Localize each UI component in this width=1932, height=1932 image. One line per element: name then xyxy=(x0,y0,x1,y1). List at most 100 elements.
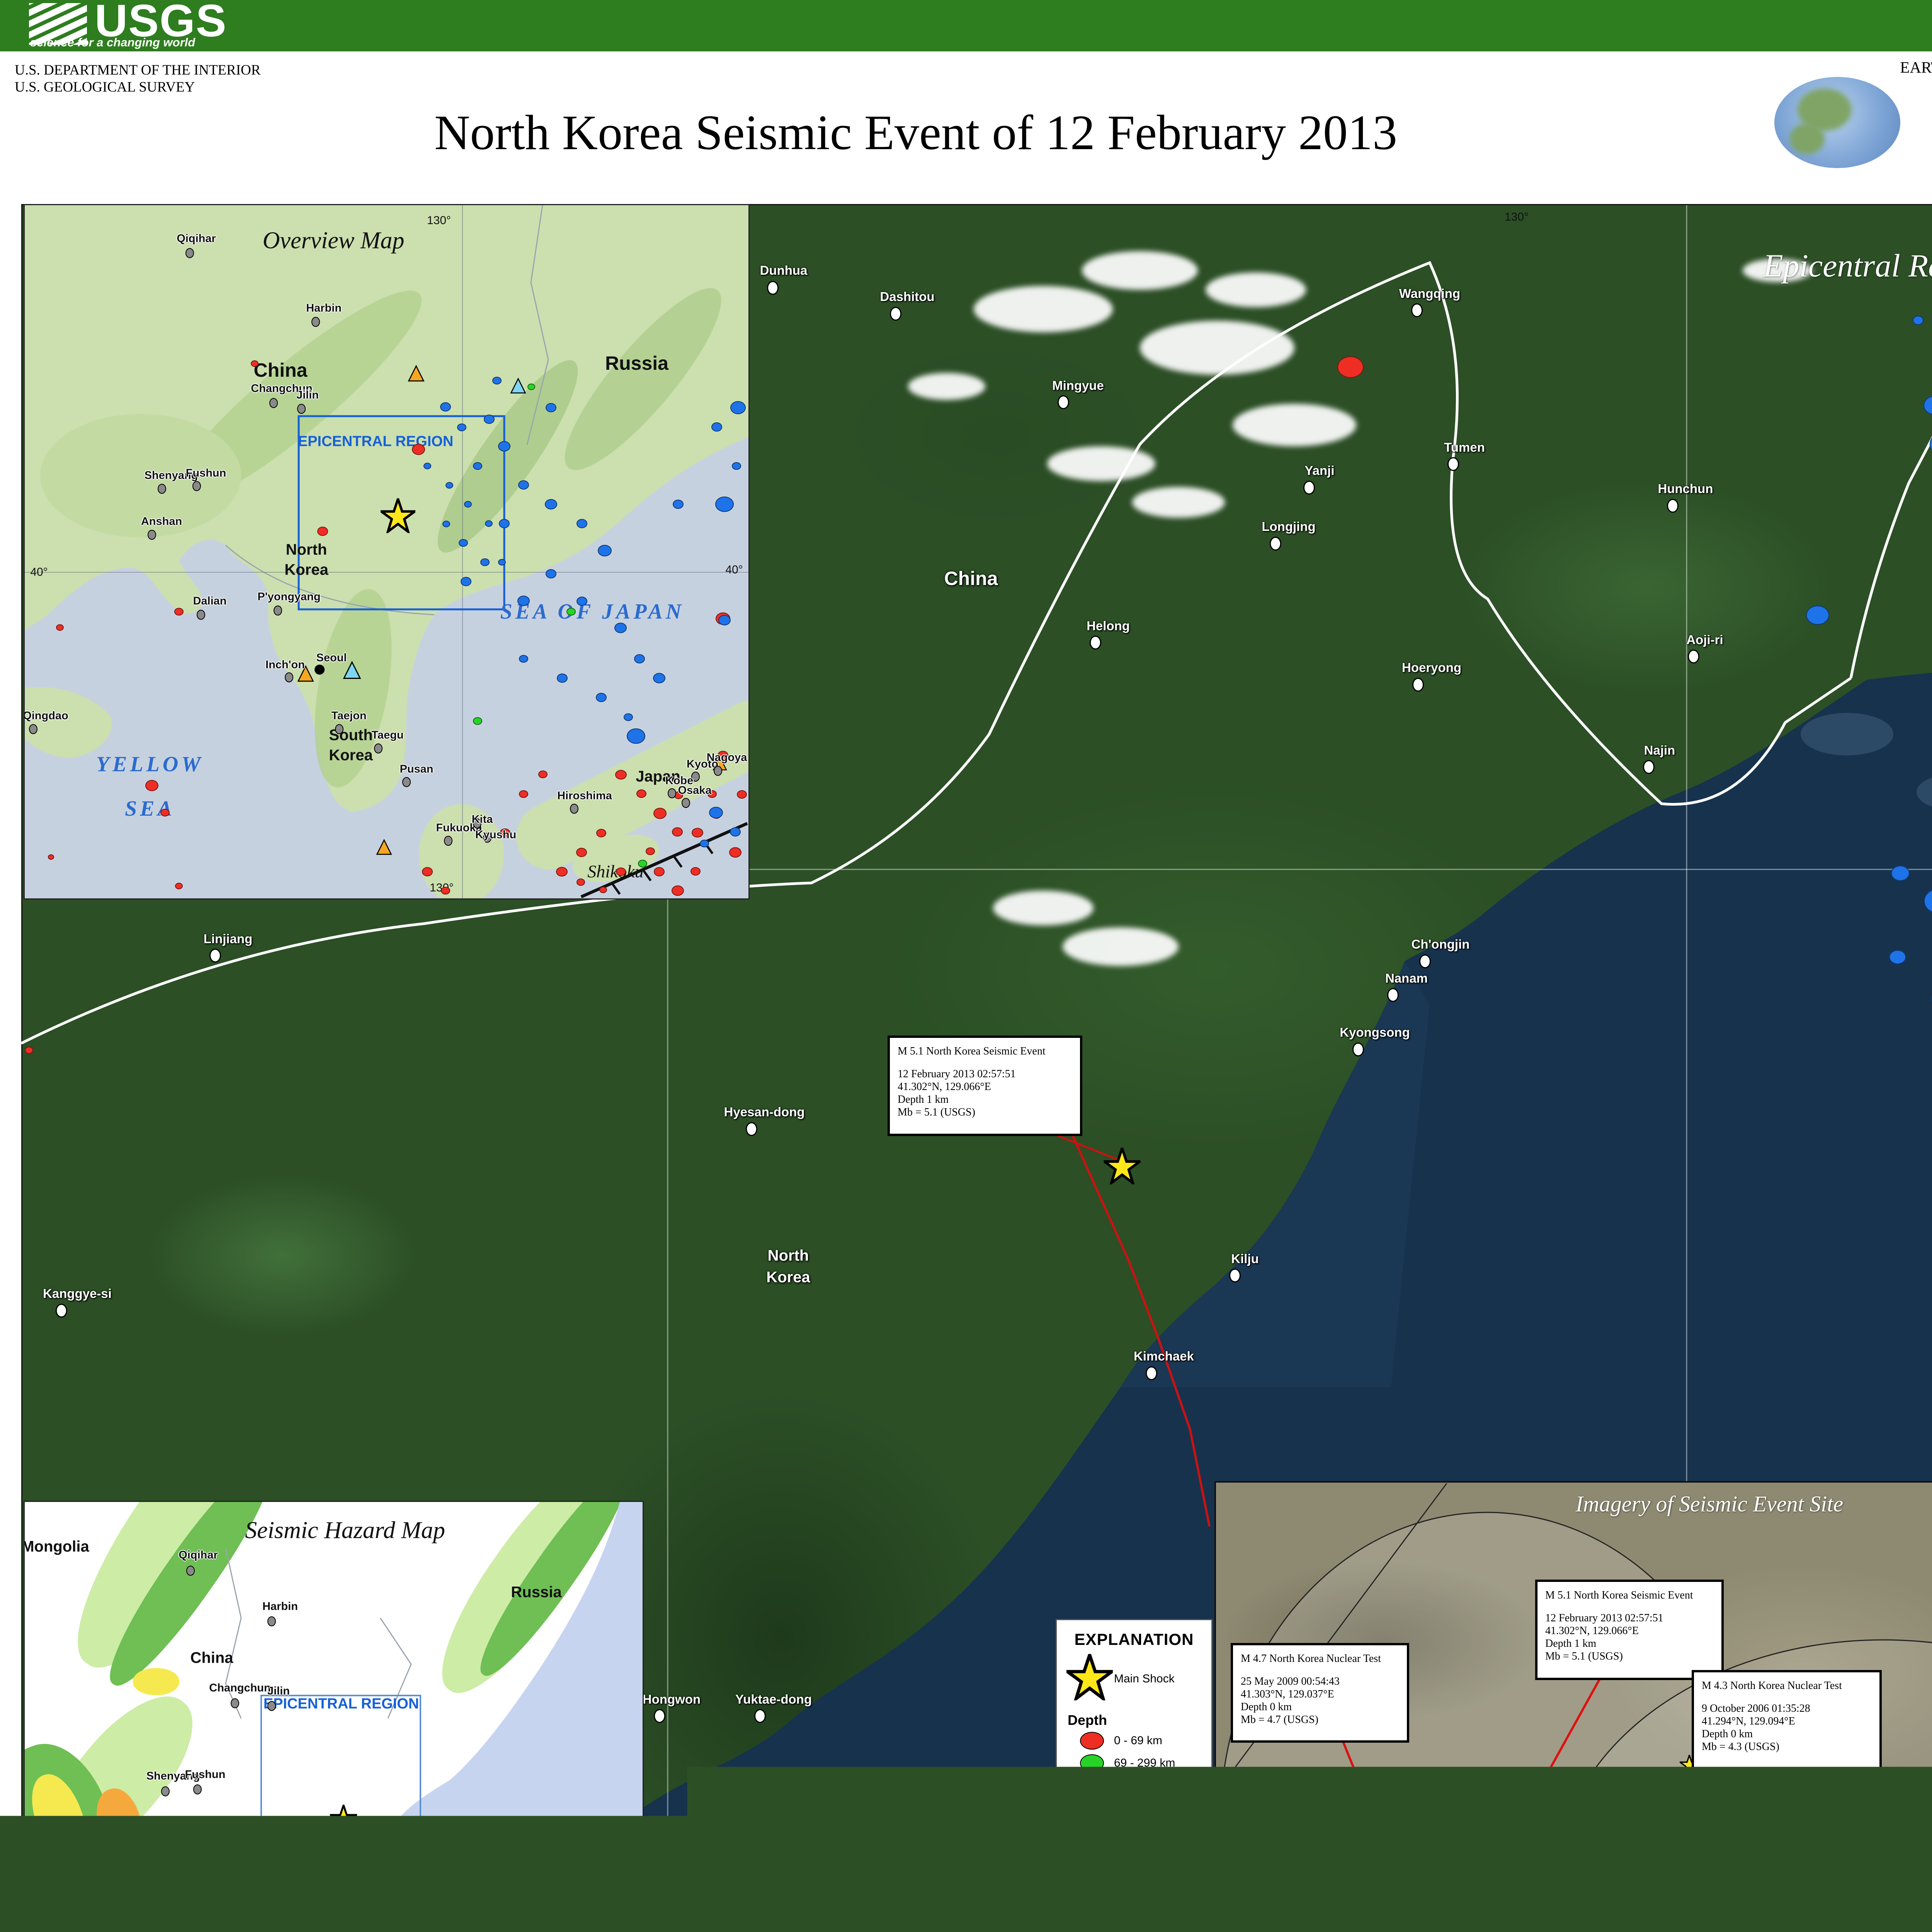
quake-dot-green xyxy=(473,717,482,725)
callout-line: 41.294°N, 129.094°E xyxy=(1702,1715,1872,1728)
map-label: EPICENTRAL REGION xyxy=(264,1696,419,1713)
quake-dot-blue xyxy=(730,401,746,414)
callout-line: Depth 1 km xyxy=(898,1093,1072,1106)
quake-dot-red xyxy=(412,444,425,455)
city-dot xyxy=(1419,954,1431,968)
city-label: P'yongyang xyxy=(217,1884,280,1897)
callout-line: 41.302°N, 129.066°E xyxy=(1545,1624,1714,1637)
city-dot xyxy=(267,1616,276,1626)
city-dot xyxy=(235,1900,243,1910)
city-label: Jilin xyxy=(267,1685,290,1698)
quake-dot-blue xyxy=(499,519,510,528)
quake-dot-blue xyxy=(577,519,587,528)
map-label: North xyxy=(286,541,327,559)
legend-title: EXPLANATION xyxy=(1057,1630,1211,1649)
quake-dot-red xyxy=(729,847,742,858)
city-dot xyxy=(1411,303,1423,317)
quake-dot-blue xyxy=(517,596,530,606)
city-label: Osaka xyxy=(678,784,711,797)
city-dot xyxy=(29,724,37,734)
event-callout-box: M 4.3 North Korea Nuclear Test 9 October … xyxy=(1692,1670,1882,1773)
map-label: Overview Map xyxy=(263,227,405,255)
mag-1-icon xyxy=(1087,1824,1097,1834)
map-label: China xyxy=(190,1650,233,1667)
quake-dot-blue xyxy=(634,654,645,663)
city-label: Hyesan-dong xyxy=(724,1105,804,1119)
city-dot xyxy=(1447,457,1459,471)
callout-line: Depth 0 km xyxy=(1241,1701,1399,1713)
city-dot xyxy=(161,1786,170,1796)
quake-dot-red xyxy=(56,624,64,631)
city-dot xyxy=(374,743,383,753)
quake-dot-blue xyxy=(461,577,471,586)
mag-3-label: 6.5 - 7.5 xyxy=(1114,1870,1156,1883)
quake-dot-green xyxy=(527,384,535,390)
hazard-band xyxy=(392,1879,616,1932)
city-label: P'yongyang xyxy=(257,591,320,604)
depth-shallow-label: 0 - 69 km xyxy=(1114,1734,1162,1747)
map-label: Russia xyxy=(511,1584,561,1601)
station-triangle-orange xyxy=(407,365,425,384)
quake-dot-blue xyxy=(485,520,493,527)
poster: USGS science for a changing world U.S. D… xyxy=(0,0,1932,1932)
city-dot xyxy=(682,798,690,808)
city-label: Ch'ongjin xyxy=(1412,937,1470,952)
city-dot xyxy=(186,1566,195,1576)
city-label: Hoeryong xyxy=(1402,660,1461,675)
depth-mid-icon xyxy=(1080,1754,1104,1772)
quake-dot-blue xyxy=(498,559,506,566)
city-dot xyxy=(193,1784,202,1794)
city-dot xyxy=(1146,1366,1157,1380)
quake-dot-blue xyxy=(700,840,709,847)
quake-dot-blue xyxy=(596,693,607,702)
station-triangle-orange xyxy=(376,839,393,858)
city-dot xyxy=(185,248,194,258)
quake-dot-red xyxy=(596,829,606,837)
city-label: Kilju xyxy=(1231,1252,1259,1266)
city-label: Seoul xyxy=(316,652,347,665)
quake-dot-blue xyxy=(423,463,431,469)
quake-dot-blue xyxy=(480,558,490,566)
city-label: Harbin xyxy=(306,302,342,315)
quake-dot-red xyxy=(519,790,528,798)
quake-dot-blue xyxy=(1891,866,1910,881)
city-dot xyxy=(192,481,201,491)
city-dot xyxy=(311,317,320,327)
map-label: Epicentral Region xyxy=(1763,247,1932,285)
city-label: Nagoya xyxy=(707,752,747,764)
callout-line: M 4.7 North Korea Nuclear Test xyxy=(1241,1652,1399,1665)
city-dot xyxy=(335,724,344,734)
city-label: Taejon xyxy=(331,710,366,723)
city-dot xyxy=(767,281,779,295)
quake-dot-blue xyxy=(546,403,556,412)
quake-dot-blue xyxy=(614,623,627,633)
city-label: Pusan xyxy=(400,763,433,776)
city-dot xyxy=(402,777,411,787)
legend-main-shock-label: Main Shock xyxy=(1114,1672,1175,1685)
city-label: Nagoya xyxy=(589,1921,630,1932)
map-label: 130° xyxy=(1505,211,1529,224)
city-label: Fushun xyxy=(186,467,226,480)
quake-dot-blue xyxy=(557,673,568,683)
main-shock-star-icon xyxy=(1513,1781,1550,1820)
depth-shallow-icon xyxy=(1080,1732,1104,1750)
quake-dot-red xyxy=(251,361,259,367)
quake-dot-blue xyxy=(492,377,502,384)
quake-dot-blue xyxy=(440,402,451,412)
callout-line xyxy=(1241,1665,1399,1675)
city-label: Longjing xyxy=(1262,519,1315,534)
main-shock-star-icon xyxy=(1352,1782,1378,1809)
city-label: Tumen xyxy=(1444,440,1485,455)
city-label: Dunhua xyxy=(760,263,808,278)
callout-line: M 4.3 North Korea Nuclear Test xyxy=(1702,1679,1872,1692)
city-dot xyxy=(668,788,676,798)
station-triangle-cyan xyxy=(510,378,527,396)
quake-dot-red xyxy=(616,867,626,876)
quake-dot-blue xyxy=(484,415,495,424)
quake-dot-blue xyxy=(715,497,734,512)
quake-dot-red xyxy=(175,883,183,889)
quake-dot-red xyxy=(615,770,627,780)
callout-line: Mb = 5.1 (USGS) xyxy=(898,1106,1072,1119)
event-callout-box: M 5.1 North Korea Seismic Event 12 Februa… xyxy=(1535,1580,1724,1680)
map-label: 130° xyxy=(427,214,451,227)
